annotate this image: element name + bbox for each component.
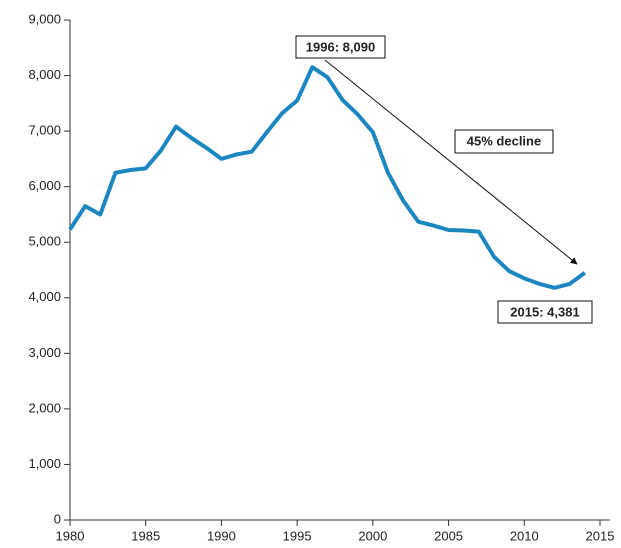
y-tick-label: 7,000 — [28, 123, 61, 138]
annotation: 45% decline — [467, 133, 541, 148]
y-tick-label: 1,000 — [28, 456, 61, 471]
y-tick-label: 5,000 — [28, 234, 61, 249]
y-tick-label: 8,000 — [28, 67, 61, 82]
annotation: 1996: 8,090 — [306, 39, 375, 54]
annotation-box — [454, 129, 554, 154]
x-tick-label: 2005 — [434, 528, 463, 543]
y-tick-label: 6,000 — [28, 178, 61, 193]
x-tick-label: 1980 — [56, 528, 85, 543]
line — [68, 65, 587, 290]
x-tick-label: 1995 — [283, 528, 312, 543]
annotation-box — [295, 35, 386, 59]
x-tick-label: 2000 — [358, 528, 387, 543]
annotation: 2015: 4,381 — [510, 304, 579, 319]
arrow — [324, 59, 578, 265]
x-tick-label: 2010 — [510, 528, 539, 543]
y-tick-label: 0 — [54, 511, 61, 526]
y-tick-label: 9,000 — [28, 11, 61, 26]
annotation-box — [497, 300, 593, 324]
y-tick-label: 2,000 — [28, 400, 61, 415]
y-tick-label: 3,000 — [28, 345, 61, 360]
x-tick-label: 1990 — [207, 528, 236, 543]
x-tick-label: 1985 — [131, 528, 160, 543]
x-tick-label: 2015 — [586, 528, 615, 543]
y-tick-label: 4,000 — [28, 289, 61, 304]
